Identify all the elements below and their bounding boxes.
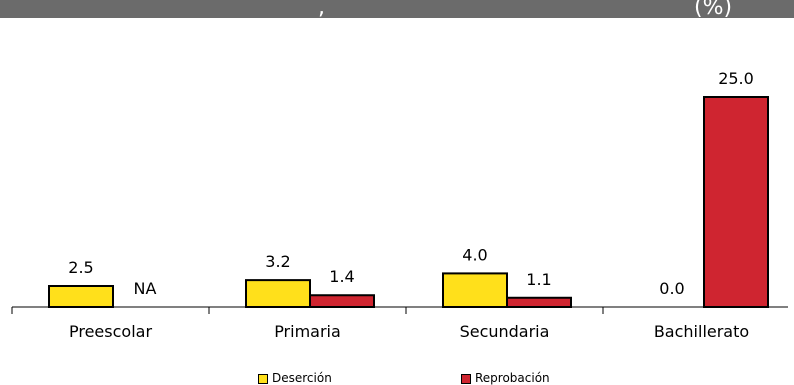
bar-reprobacion — [703, 96, 769, 308]
bar-desercion — [245, 279, 311, 308]
legend-label-desercion: Deserción — [272, 371, 332, 385]
data-label: 1.4 — [329, 267, 354, 286]
bar-reprobacion — [506, 296, 572, 309]
data-label: NA — [134, 279, 157, 298]
data-label: 0.0 — [659, 279, 684, 298]
data-label: 4.0 — [462, 245, 487, 264]
bar-desercion — [442, 272, 508, 308]
data-label: 3.2 — [265, 252, 290, 271]
legend-label-reprobacion: Reprobación — [475, 371, 550, 385]
bar-desercion — [48, 285, 114, 308]
category-label: Primaria — [274, 322, 341, 341]
header-fragment-left: , — [318, 0, 325, 20]
category-label: Bachillerato — [654, 322, 749, 341]
legend-swatch-reprobacion — [461, 373, 471, 384]
data-label: 2.5 — [68, 258, 93, 277]
legend-item-reprobacion: Reprobación — [461, 372, 550, 385]
data-label: 1.1 — [526, 270, 551, 289]
bar-reprobacion — [309, 294, 375, 308]
category-label: Preescolar — [69, 322, 152, 341]
legend-item-desercion: Deserción — [258, 372, 332, 385]
header-fragment-right: (%) — [694, 0, 733, 20]
data-label: 25.0 — [718, 69, 754, 88]
category-label: Secundaria — [460, 322, 550, 341]
header-band: , (%) — [0, 0, 794, 20]
legend-swatch-desercion — [258, 373, 268, 384]
